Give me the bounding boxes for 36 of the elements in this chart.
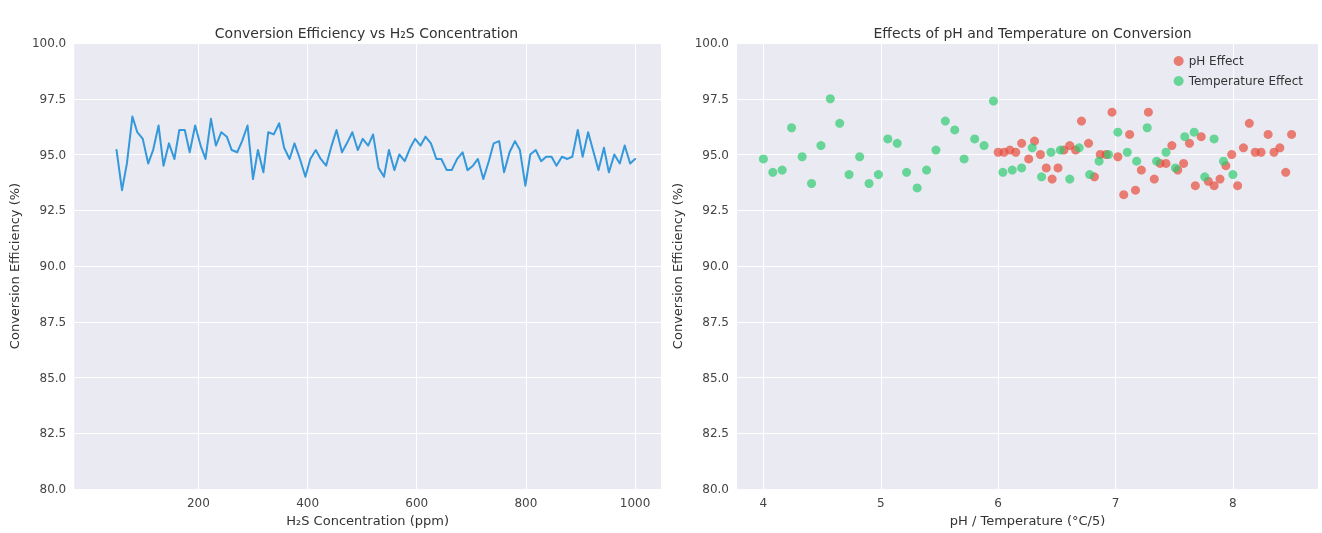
- y-tick-label: 87.5: [702, 314, 729, 329]
- y-tick-label: 80.0: [702, 482, 729, 496]
- chart-title: Conversion Efficiency vs H₂S Concentration: [214, 25, 519, 41]
- x-tick-label: 1000: [619, 496, 651, 510]
- y-tick-label: 100.0: [694, 36, 729, 50]
- x-tick-label: 8: [1229, 496, 1237, 510]
- y-tick-label: 82.5: [39, 426, 67, 441]
- y-tick-label: 97.5: [39, 91, 67, 106]
- y-tick-label: 87.5: [39, 314, 67, 329]
- x-tick-label: 400: [296, 496, 320, 510]
- y-tick-label: 92.5: [702, 203, 729, 218]
- y-tick-label: 90.0: [39, 259, 67, 273]
- y-tick-label: 97.5: [702, 91, 729, 106]
- y-tick-label: 92.5: [39, 203, 67, 218]
- x-tick-label: 200: [186, 496, 210, 510]
- x-tick-label: 5: [876, 496, 885, 510]
- legend-label: Temperature Effect: [1187, 74, 1304, 88]
- x-axis-title: pH / Temperature (°C/5): [949, 512, 1106, 528]
- y-tick-label: 90.0: [702, 259, 729, 273]
- x-tick-label: 800: [514, 496, 538, 510]
- y-axis-title: Conversion Efficiency (%): [7, 182, 22, 350]
- y-tick-label: 85.0: [39, 370, 67, 385]
- x-tick-label: 600: [405, 496, 429, 510]
- y-tick-label: 80.0: [39, 482, 67, 496]
- y-tick-label: 85.0: [702, 370, 729, 385]
- x-axis-title: H₂S Concentration (ppm): [286, 512, 450, 528]
- x-tick-label: 4: [759, 496, 768, 510]
- legend-label: pH Effect: [1188, 54, 1244, 68]
- y-tick-label: 95.0: [702, 147, 729, 162]
- x-tick-label: 7: [1111, 496, 1120, 510]
- x-tick-label: 6: [994, 496, 1002, 510]
- y-tick-label: 100.0: [31, 36, 67, 50]
- y-tick-label: 95.0: [39, 147, 67, 162]
- chart-title: Effects of pH and Temperature on Conversion: [873, 25, 1192, 41]
- y-tick-label: 82.5: [702, 426, 729, 441]
- y-axis-title: Conversion Efficiency (%): [669, 182, 685, 350]
